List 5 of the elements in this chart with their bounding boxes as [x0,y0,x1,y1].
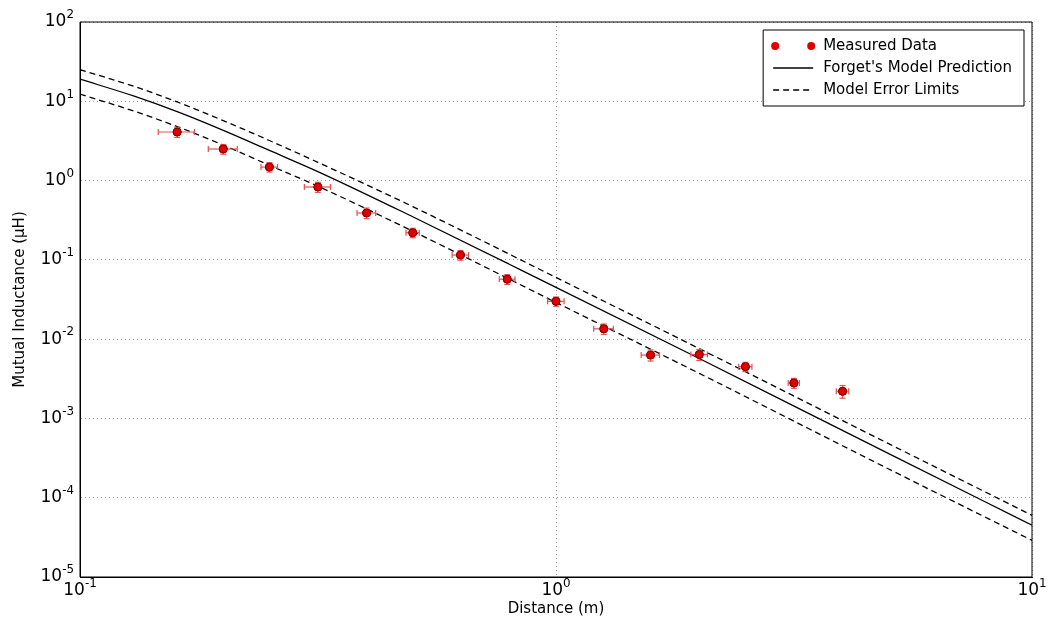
legend-label: Measured Data [823,35,938,54]
legend-label: Model Error Limits [823,79,960,98]
legend-label: Forget's Model Prediction [823,57,1013,76]
x-axis-title: Distance (m) [507,598,605,617]
y-axis-title: Mutual Inductance (μH) [9,211,28,388]
